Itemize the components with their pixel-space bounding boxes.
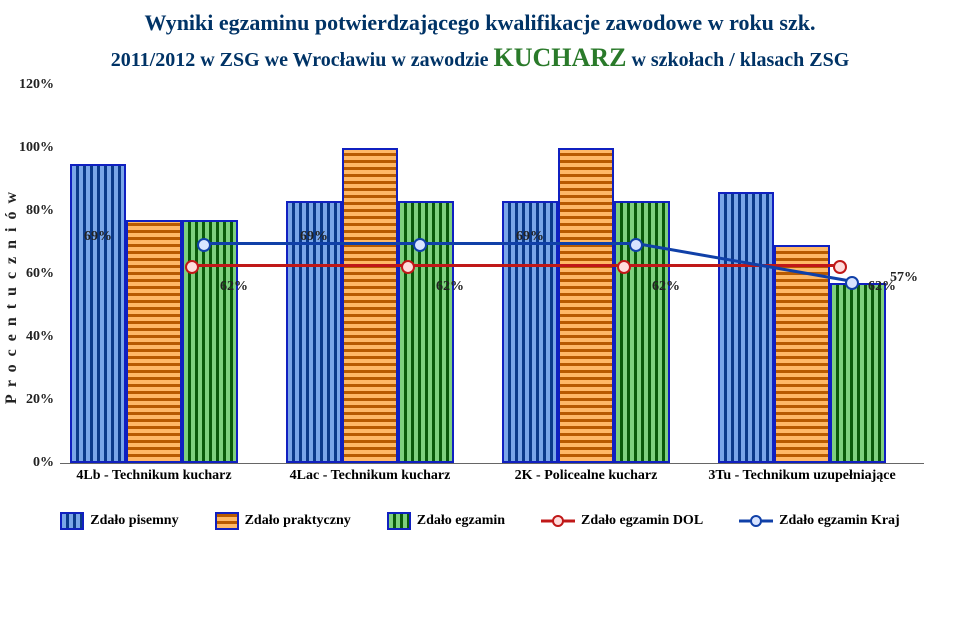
y-axis-label: P r o c e n t u c z n i ó w: [3, 190, 21, 404]
legend-label: Zdało pisemny: [90, 513, 178, 529]
legend-label: Zdało egzamin: [417, 513, 505, 529]
line-marker: [845, 276, 859, 290]
bar: 57%: [830, 283, 886, 463]
bar: 77%: [126, 220, 182, 463]
legend-item: Zdało pisemny: [60, 512, 178, 530]
bar-label: 83%: [628, 201, 656, 204]
chart: P r o c e n t u c z n i ó w 0%20%40%60%8…: [60, 85, 942, 510]
line-segment: [192, 264, 408, 267]
line-marker: [629, 238, 643, 252]
line-label: 62%: [220, 279, 248, 295]
y-tick: 20%: [10, 392, 54, 408]
extra-label: 69%: [84, 229, 112, 245]
bar-label: 100%: [569, 148, 604, 151]
x-category: 4Lac - Technikum kucharz: [275, 468, 465, 484]
legend-label: Zdało praktyczny: [245, 513, 351, 529]
bar: 83%: [614, 201, 670, 462]
bar: 69%: [774, 245, 830, 462]
bar: 77%: [182, 220, 238, 463]
title-line2: 2011/2012 w ZSG we Wrocławiu w zawodzie …: [0, 40, 960, 75]
line-marker: [185, 260, 199, 274]
bar-label: 86%: [732, 192, 760, 195]
legend: Zdało pisemny Zdało praktyczny Zdało egzam…: [0, 512, 960, 530]
bar-label: 83%: [412, 201, 440, 204]
x-category: 2K - Policealne kucharz: [491, 468, 681, 484]
y-tick: 0%: [10, 455, 54, 471]
line-segment: [420, 242, 636, 245]
bar-label: 83%: [516, 201, 544, 204]
legend-item: Zdało praktyczny: [215, 512, 351, 530]
line-label: 62%: [868, 279, 896, 295]
x-category: 3Tu - Technikum uzupełniające: [707, 468, 897, 484]
plot-area: 0%20%40%60%80%100%120%95%77%77%83%100%83…: [60, 85, 924, 464]
legend-label: Zdało egzamin Kraj: [779, 513, 900, 529]
bar: 100%: [558, 148, 614, 463]
legend-item: Zdało egzamin Kraj: [739, 512, 900, 530]
bar: 86%: [718, 192, 774, 463]
y-tick: 60%: [10, 266, 54, 282]
legend-item: Zdało egzamin: [387, 512, 505, 530]
y-tick: 80%: [10, 203, 54, 219]
x-category: 4Lb - Technikum kucharz: [59, 468, 249, 484]
legend-item: Zdało egzamin DOL: [541, 512, 703, 530]
bar-label: 69%: [788, 245, 816, 248]
line-marker: [413, 238, 427, 252]
bar: 83%: [398, 201, 454, 462]
y-tick: 100%: [10, 140, 54, 156]
y-tick: 40%: [10, 329, 54, 345]
y-tick: 120%: [10, 77, 54, 93]
line-marker: [833, 260, 847, 274]
bar: 100%: [342, 148, 398, 463]
bar-label: 100%: [353, 148, 388, 151]
line-marker: [197, 238, 211, 252]
line-marker: [617, 260, 631, 274]
chart-title: Wyniki egzaminu potwierdzającego kwalifi…: [0, 0, 960, 75]
bar: 95%: [70, 164, 126, 463]
bar-label: 83%: [300, 201, 328, 204]
bar-label: 77%: [196, 220, 224, 223]
line-label: 62%: [436, 279, 464, 295]
bar-label: 95%: [84, 164, 112, 167]
line-segment: [204, 242, 420, 245]
bar-label: 77%: [140, 220, 168, 223]
line-segment: [408, 264, 624, 267]
line-marker: [401, 260, 415, 274]
line-segment: [624, 264, 840, 267]
title-keyword: KUCHARZ: [494, 43, 627, 72]
x-axis: 4Lb - Technikum kucharz 4Lac - Technikum …: [60, 464, 924, 510]
title-line1: Wyniki egzaminu potwierdzającego kwalifi…: [0, 8, 960, 38]
line-label: 62%: [652, 279, 680, 295]
legend-label: Zdało egzamin DOL: [581, 513, 703, 529]
